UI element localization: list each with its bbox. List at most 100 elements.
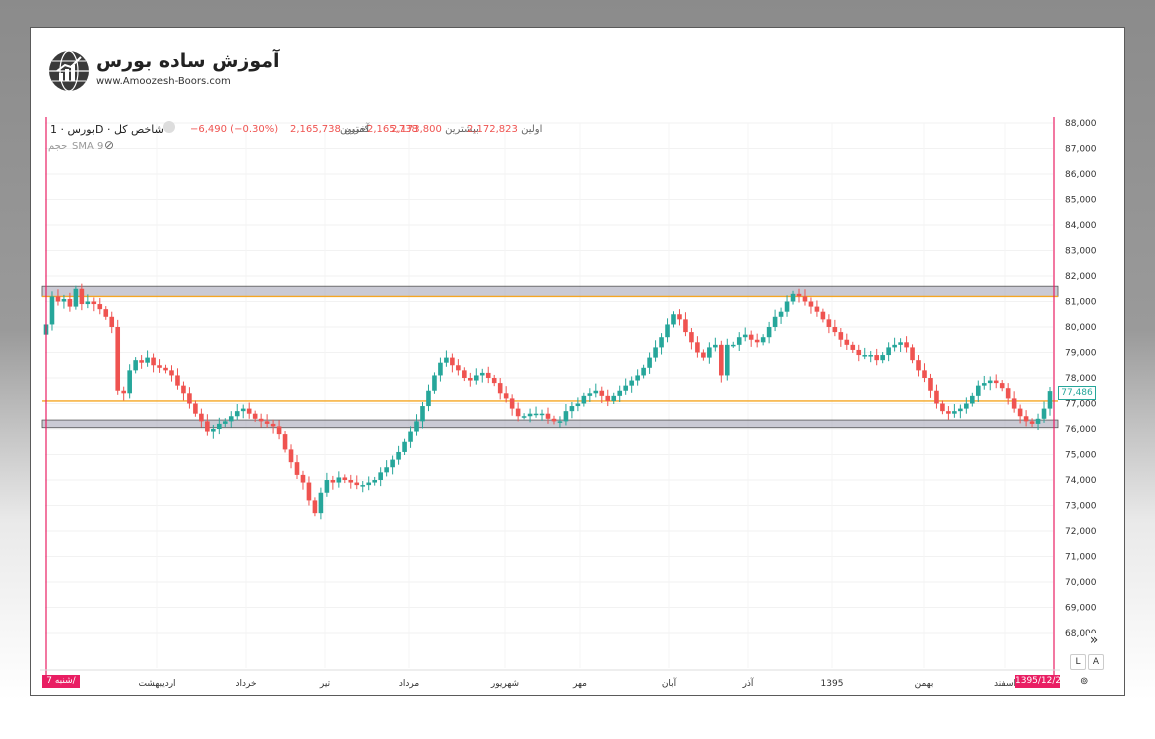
y-tick-label: 86,000 <box>1065 170 1097 180</box>
eye-hidden-icon[interactable]: ⊘ <box>104 138 115 152</box>
candle-body <box>450 357 455 366</box>
candle-body <box>850 344 856 350</box>
log-scale-button[interactable]: L <box>1070 654 1086 670</box>
settings-icon[interactable]: ⊚ <box>1080 676 1089 687</box>
y-tick-label: 84,000 <box>1065 221 1097 231</box>
y-tick-label: 88,000 <box>1065 119 1097 129</box>
candle-body <box>163 367 168 371</box>
candle-body <box>372 480 377 483</box>
candle-body <box>354 482 360 486</box>
sma-label: SMA 9 <box>72 141 104 152</box>
candle-body <box>246 408 252 414</box>
candle-body <box>103 309 109 317</box>
candle-body <box>426 390 431 407</box>
candle-body <box>348 480 354 483</box>
x-tick-label: شهریور <box>490 679 519 689</box>
change-value: −6,490 (−0.30%) <box>190 124 279 135</box>
candle-body <box>384 467 389 473</box>
candle-body <box>892 344 897 348</box>
candle-body <box>557 421 563 423</box>
candle-body <box>288 449 294 463</box>
close-value: 2,165,738 <box>290 124 341 135</box>
y-tick-label: 69,000 <box>1065 604 1097 614</box>
candle-body <box>97 304 103 310</box>
candle-body <box>844 339 850 345</box>
y-tick-label: 82,000 <box>1065 272 1097 282</box>
scroll-right-button[interactable]: » <box>1087 633 1101 647</box>
candle-body <box>760 337 766 343</box>
candle-body <box>593 390 599 394</box>
candle-body <box>473 375 479 381</box>
candle-body <box>396 451 401 460</box>
open-value: 2,172,823 <box>467 124 518 135</box>
candle-body <box>187 393 192 404</box>
candle-body <box>611 395 617 401</box>
candle-body <box>390 459 395 468</box>
candle-body <box>73 288 79 307</box>
candle-body <box>438 362 443 376</box>
collapse-icon[interactable] <box>163 121 175 133</box>
candle-body <box>701 352 706 358</box>
y-tick-label: 76,000 <box>1065 425 1097 435</box>
candle-body <box>719 344 724 376</box>
candle-body <box>683 319 688 333</box>
low-value: 2,165,738 <box>367 124 418 135</box>
candle-body <box>539 413 545 416</box>
candle-body <box>880 355 885 361</box>
candle-body <box>635 375 640 381</box>
candle-body <box>312 500 318 514</box>
candle-body <box>408 431 413 442</box>
candle-body <box>587 393 593 396</box>
candle-body <box>485 372 491 378</box>
y-tick-label: 87,000 <box>1065 145 1097 155</box>
high-readout: 2,173,800 بیشترین <box>391 124 479 135</box>
low-label: کمترین <box>340 124 370 135</box>
candle-body <box>205 421 210 432</box>
y-tick-label: 83,000 <box>1065 247 1097 257</box>
y-tick-label: 81,000 <box>1065 298 1097 308</box>
candle-body <box>695 342 700 353</box>
candle-body <box>778 311 784 317</box>
candle-body <box>987 380 993 384</box>
candle-body <box>958 408 963 412</box>
candle-body <box>766 327 772 338</box>
logo-name: آموزش ساده بورس <box>96 50 280 72</box>
candle-body <box>360 485 366 487</box>
auto-scale-button[interactable]: A <box>1088 654 1104 670</box>
candle-body <box>1023 416 1029 422</box>
x-tick-label: تیر <box>319 679 331 689</box>
candle-body <box>1011 398 1017 409</box>
candle-body <box>1017 408 1023 417</box>
y-tick-label: 85,000 <box>1065 196 1097 206</box>
candle-body <box>211 429 216 432</box>
y-tick-label: 73,000 <box>1065 502 1097 512</box>
low-readout: کمترین <box>340 124 369 135</box>
candle-body <box>1035 418 1041 424</box>
candle-body <box>282 434 288 450</box>
candle-body <box>934 390 939 404</box>
x-tick-label: اردیبهشت <box>138 679 175 689</box>
x-tick-label: بهمن <box>915 679 934 689</box>
candle-body <box>952 411 957 414</box>
candle-body <box>689 332 694 343</box>
candle-body <box>217 423 222 429</box>
open-label: اولین <box>521 124 543 135</box>
close-readout: 2,165,738 آخرین <box>290 124 369 135</box>
candle-body <box>497 383 503 394</box>
candle-body <box>1029 421 1035 424</box>
volume-label: حجم <box>48 141 68 152</box>
support-resistance-levels <box>41 285 1059 429</box>
y-tick-label: 68,000 <box>1065 629 1097 639</box>
candle-body <box>366 482 372 486</box>
x-tick-label: آبان <box>662 677 677 689</box>
candle-body <box>677 314 682 320</box>
candle-body <box>707 347 712 358</box>
close-label: آخرین <box>344 124 369 135</box>
candle-body <box>115 327 121 391</box>
candle-body <box>617 390 623 396</box>
candle-body <box>318 492 324 514</box>
candle-body <box>569 406 575 412</box>
candle-body <box>432 375 437 391</box>
symbol-label: بورس · 1D · شاخص کل <box>50 123 164 136</box>
